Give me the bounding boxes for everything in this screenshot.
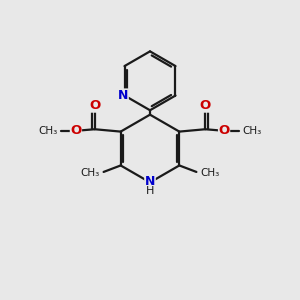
Text: H: H — [146, 186, 154, 196]
Text: CH₃: CH₃ — [80, 167, 100, 178]
Text: O: O — [218, 124, 230, 136]
Text: O: O — [89, 99, 100, 112]
Text: CH₃: CH₃ — [243, 126, 262, 136]
Text: O: O — [200, 99, 211, 112]
Text: CH₃: CH₃ — [200, 167, 220, 178]
Text: O: O — [70, 124, 82, 136]
Text: N: N — [118, 89, 128, 102]
Text: CH₃: CH₃ — [38, 126, 57, 136]
Text: N: N — [145, 175, 155, 188]
